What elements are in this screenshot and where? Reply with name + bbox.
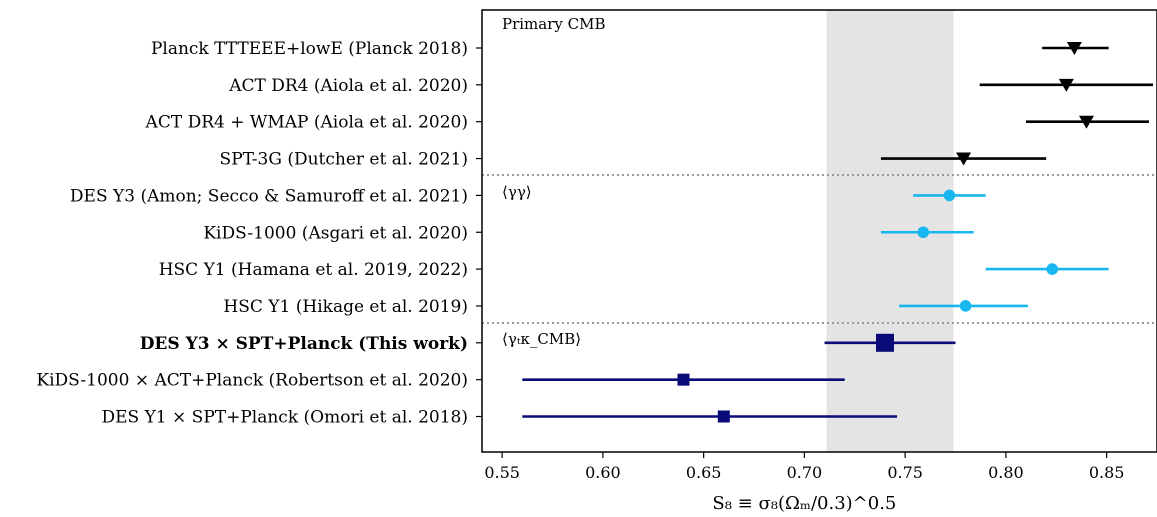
x-tick-label: 0.70 [787,463,823,482]
x-tick-label: 0.65 [686,463,722,482]
data-point [1046,263,1059,275]
data-point [875,333,894,352]
data-point [1078,115,1094,129]
row-label: HSC Y1 (Hamana et al. 2019, 2022) [159,260,468,280]
section-labels: Primary CMB ⟨γγ⟩ ⟨γₜκ_CMB⟩ [502,15,606,348]
section-separators [482,174,1157,324]
section-label-cross: ⟨γₜκ_CMB⟩ [502,330,581,348]
data-point [956,152,972,166]
data-point [917,226,930,239]
row-label: DES Y1 × SPT+Planck (Omori et al. 2018) [102,408,469,428]
section-label-shear: ⟨γγ⟩ [502,183,532,201]
data-point [677,373,690,386]
row-label: ACT DR4 (Aiola et al. 2020) [228,76,468,96]
x-tick-label: 0.55 [484,463,520,482]
row-labels: Planck TTTEEE+lowE (Planck 2018) ACT DR4 … [36,39,468,428]
row-label: DES Y3 (Amon; Secco & Samuroff et al. 20… [70,186,468,206]
row-label: ACT DR4 + WMAP (Aiola et al. 2020) [145,113,468,133]
row-label: SPT-3G (Dutcher et al. 2021) [220,150,468,170]
row-label: KiDS-1000 × ACT+Planck (Robertson et al.… [36,371,468,391]
row-label: Planck TTTEEE+lowE (Planck 2018) [151,39,468,59]
x-axis: 0.55 0.60 0.65 0.70 0.75 0.80 0.85 [484,452,1124,482]
x-tick-label: 0.60 [585,463,621,482]
row-label: HSC Y1 (Hikage et al. 2019) [223,297,468,317]
data-point [959,300,972,312]
data-point [1066,42,1082,55]
x-tick-label: 0.75 [887,463,923,482]
row-label: KiDS-1000 (Asgari et al. 2020) [203,223,468,243]
data-point [1058,78,1074,92]
data-marks [476,42,1153,423]
data-point [717,410,730,423]
section-label-primary-cmb: Primary CMB [502,15,606,33]
plot-frame [481,9,1157,453]
x-axis-title: S₈ ≡ σ₈(Ωₘ/0.3)^0.5 [712,493,896,514]
data-point [943,189,956,202]
x-tick-label: 0.80 [988,463,1024,482]
row-label: DES Y3 × SPT+Planck (This work) [140,334,468,354]
x-tick-label: 0.85 [1089,463,1125,482]
